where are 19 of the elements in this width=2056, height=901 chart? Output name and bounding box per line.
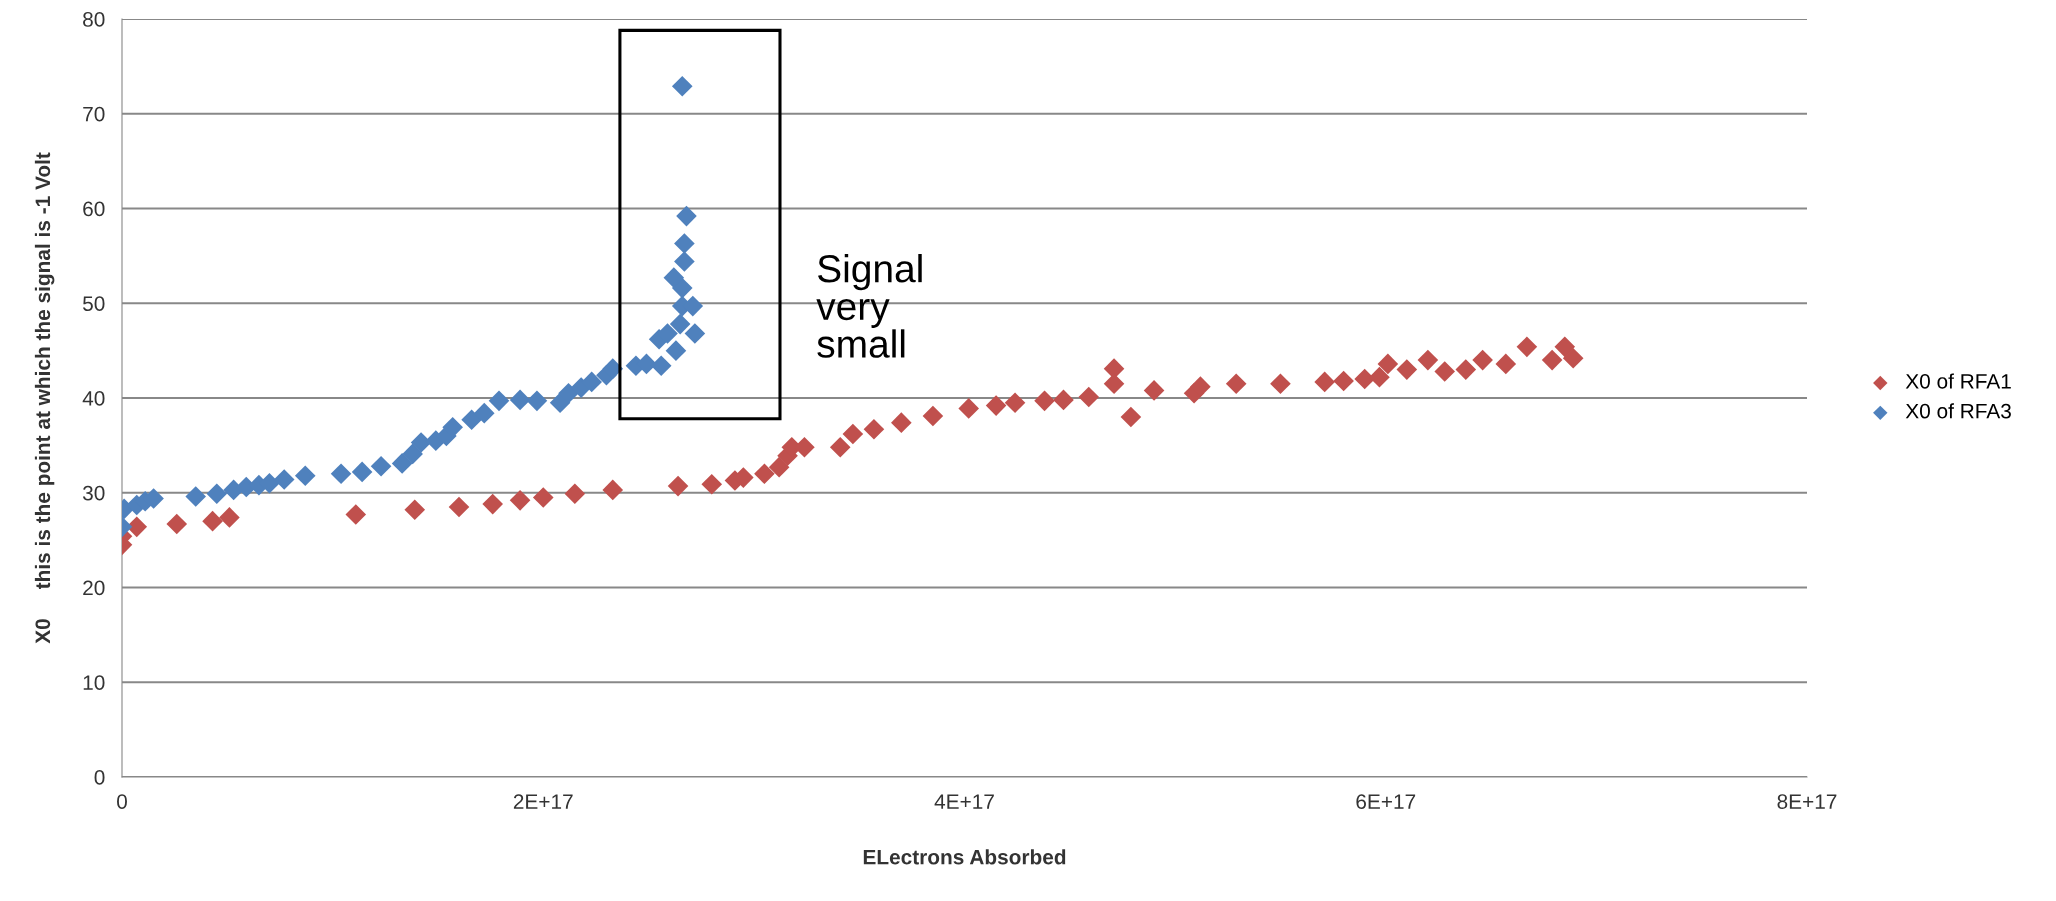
annotation: Signal very small — [816, 253, 922, 358]
legend-label: X0 of RFA1 — [1905, 373, 2011, 389]
x-axis-title: ELectrons Absorbed — [863, 849, 1066, 865]
y-tick-label: 80 — [83, 12, 105, 27]
y-tick-label: 10 — [83, 675, 105, 690]
x-tick-label: 2E+17 — [513, 794, 573, 809]
legend-label: X0 of RFA3 — [1905, 403, 2011, 419]
x-tick-label: 8E+17 — [1777, 794, 1837, 809]
x-tick-label: 0 — [117, 794, 127, 809]
y-tick-label: 30 — [82, 485, 105, 501]
y-tick-label: 40 — [82, 391, 105, 406]
x-tick-label: 4E+17 — [934, 794, 994, 809]
x-tick-label: 6E+17 — [1356, 794, 1416, 809]
y-axis-title: X0 this is the point at which the signal is -1 Volt — [34, 152, 55, 644]
y-tick-label: 70 — [83, 106, 105, 122]
y-tick-label: 60 — [83, 201, 105, 217]
y-tick-label: 0 — [94, 770, 105, 785]
y-tick-label: 20 — [83, 580, 105, 596]
y-tick-label: 50 — [83, 296, 105, 311]
